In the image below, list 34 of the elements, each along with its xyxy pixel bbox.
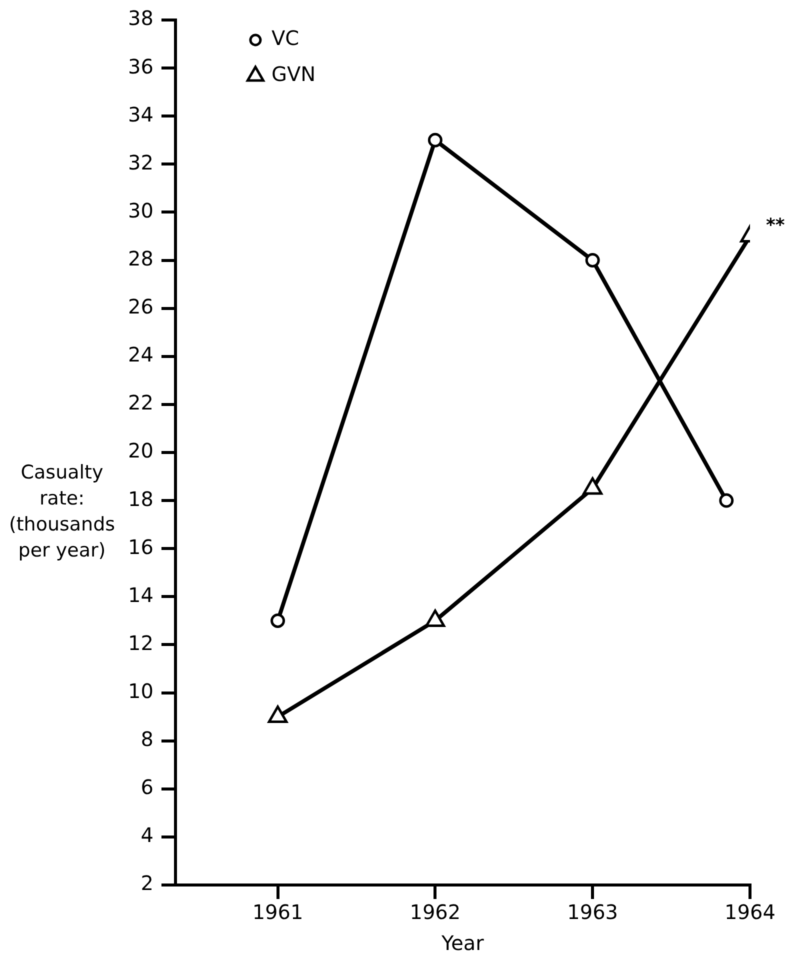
y-tick-label: 28	[128, 246, 154, 270]
y-tick-label: 4	[140, 823, 154, 848]
y-tick-label: 12	[128, 630, 154, 655]
y-tick-label: 36	[128, 54, 154, 78]
legend-label: VC	[271, 26, 300, 50]
y-tick-label: 14	[128, 582, 154, 607]
x-axis-title: Year	[440, 931, 485, 956]
y-tick-label: 24	[128, 342, 154, 367]
point	[425, 609, 446, 627]
point	[428, 132, 442, 148]
y-tick-label: 2	[140, 871, 154, 896]
y-tick-label: 38	[128, 6, 154, 30]
point	[719, 493, 734, 508]
legend-label: GVN	[271, 62, 316, 86]
y-tick-label: 26	[128, 294, 154, 319]
y-tick-label: 6	[140, 775, 154, 800]
x-tick-label: 1961	[252, 900, 304, 924]
y-tick-label: 20	[128, 438, 154, 463]
y-tick-label: 22	[128, 390, 154, 415]
y-tick-label: 8	[140, 727, 154, 752]
x-tick-label: 1964	[724, 900, 776, 924]
y-tick-label: 30	[128, 198, 154, 222]
y-tick-label: 18	[128, 486, 154, 511]
y-tick-label: 10	[128, 678, 154, 703]
y-tick-label: 32	[128, 150, 154, 174]
point	[582, 477, 602, 495]
annotation: **	[766, 214, 786, 236]
y-axis-title: Casualty rate: (thousands per year)	[8, 461, 116, 562]
point	[268, 706, 288, 724]
point	[585, 253, 600, 268]
y-tick-label: 34	[128, 102, 154, 126]
y-tick-label: 16	[128, 534, 154, 559]
x-tick-label: 1962	[410, 900, 461, 924]
x-tick-label: 1963	[567, 900, 618, 924]
